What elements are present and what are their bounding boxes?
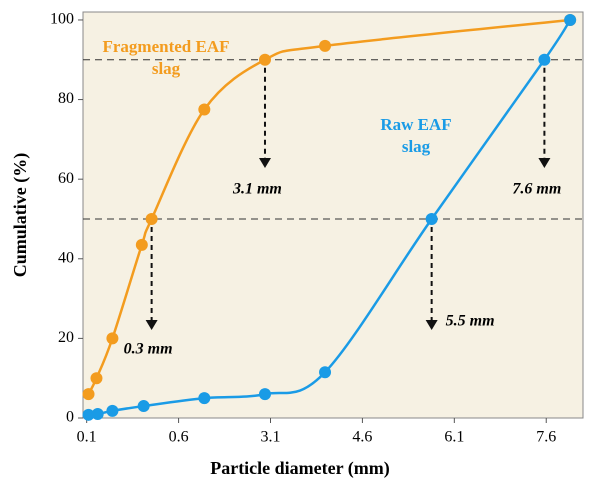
- y-tick-label: 40: [58, 249, 74, 266]
- x-tick-label: 0.6: [169, 429, 189, 446]
- x-tick-label: 4.6: [352, 429, 372, 446]
- data-point: [258, 53, 271, 66]
- plot-area: [82, 11, 584, 419]
- x-axis-label: Particle diameter (mm): [210, 458, 390, 479]
- data-point: [106, 404, 119, 417]
- data-point: [319, 39, 332, 52]
- annotation: 5.5 mm: [446, 313, 495, 330]
- annotation: 0.3 mm: [124, 341, 173, 358]
- y-tick-label: 80: [58, 90, 74, 107]
- data-point: [198, 103, 211, 116]
- y-tick-label: 20: [58, 329, 74, 346]
- y-tick-label: 0: [66, 409, 74, 426]
- data-point: [90, 372, 103, 385]
- y-axis-label: Cumulative (%): [10, 153, 31, 278]
- data-point: [82, 388, 95, 401]
- data-point: [137, 400, 150, 413]
- data-point: [82, 408, 95, 421]
- data-point: [319, 366, 332, 379]
- series-label: Raw EAF slag: [380, 115, 452, 156]
- arrow-head: [425, 320, 438, 330]
- data-point: [145, 212, 158, 225]
- data-point: [258, 388, 271, 401]
- arrow-head: [145, 320, 158, 330]
- x-tick-label: 3.1: [261, 429, 281, 446]
- arrow-head: [258, 158, 271, 168]
- data-point: [106, 332, 119, 345]
- data-point: [564, 13, 577, 26]
- data-point: [425, 212, 438, 225]
- x-tick-label: 0.1: [77, 429, 97, 446]
- annotation: 7.6 mm: [512, 181, 561, 198]
- x-tick-label: 7.6: [536, 429, 556, 446]
- x-tick-label: 6.1: [444, 429, 464, 446]
- annotation: 3.1 mm: [232, 181, 282, 198]
- data-point: [91, 408, 104, 421]
- series-label: Fragmented EAF slag: [102, 37, 230, 78]
- arrow-head: [538, 158, 551, 168]
- data-point: [538, 53, 551, 66]
- series-line: [87, 18, 571, 395]
- data-point: [198, 392, 211, 405]
- y-tick-label: 100: [50, 11, 74, 28]
- data-point: [135, 238, 148, 251]
- y-tick-label: 60: [58, 170, 74, 187]
